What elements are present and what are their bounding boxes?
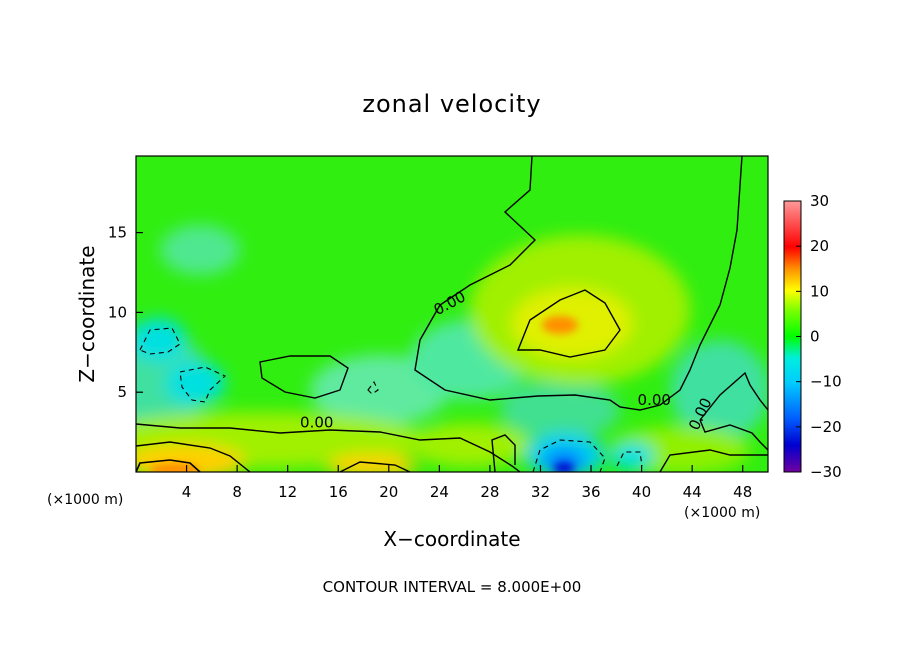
color-field — [136, 225, 768, 472]
contour-interval-note: CONTOUR INTERVAL = 8.000E+00 — [323, 578, 582, 596]
colorbar-ticks: 30 20 10 0 −10 −20 −30 — [796, 192, 842, 481]
x-axis-unit: (×1000 m) — [684, 505, 760, 521]
negative-contours — [139, 327, 643, 472]
colorbar-tick-label: 20 — [810, 237, 829, 255]
x-tick-label: 24 — [430, 483, 449, 501]
colorbar-tick-label: 10 — [810, 282, 829, 300]
y-axis-unit: (×1000 m) — [47, 492, 123, 508]
chart-title: zonal velocity — [362, 90, 541, 118]
x-tick-label: 20 — [379, 483, 398, 501]
colorbar: 30 20 10 0 −10 −20 −30 — [783, 192, 842, 481]
colorbar-tick-label: 0 — [810, 328, 820, 346]
x-tick-label: 32 — [531, 483, 550, 501]
x-tick-label: 40 — [632, 483, 651, 501]
x-tick-label: 4 — [182, 483, 192, 501]
y-axis: 5 10 15 — [108, 224, 143, 401]
colorbar-tick-label: −20 — [810, 418, 842, 436]
contour-label: 0.00 — [300, 413, 333, 431]
y-tick-label: 10 — [108, 303, 127, 321]
plot-area — [136, 156, 768, 472]
colorbar-tick-label: −10 — [810, 373, 842, 391]
x-tick-label: 44 — [683, 483, 702, 501]
color-field-cores — [150, 316, 578, 472]
x-tick-label: 48 — [733, 483, 752, 501]
y-tick-label: 5 — [117, 383, 127, 401]
colorbar-tick-label: −30 — [810, 463, 842, 481]
x-tick-label: 28 — [480, 483, 499, 501]
plot-frame — [135, 155, 769, 473]
x-tick-label: 36 — [581, 483, 600, 501]
x-axis: 4 8 12 16 20 24 28 32 36 40 44 48 — [182, 465, 752, 501]
contour-lines — [136, 156, 768, 472]
y-tick-label: 15 — [108, 224, 127, 242]
y-axis-label: Z−coordinate — [75, 245, 99, 382]
x-tick-label: 12 — [278, 483, 297, 501]
contour-label: 0.00 — [638, 391, 671, 409]
x-tick-label: 8 — [232, 483, 242, 501]
x-axis-label: X−coordinate — [383, 527, 520, 551]
x-tick-label: 16 — [329, 483, 348, 501]
colorbar-tick-label: 30 — [810, 192, 829, 210]
